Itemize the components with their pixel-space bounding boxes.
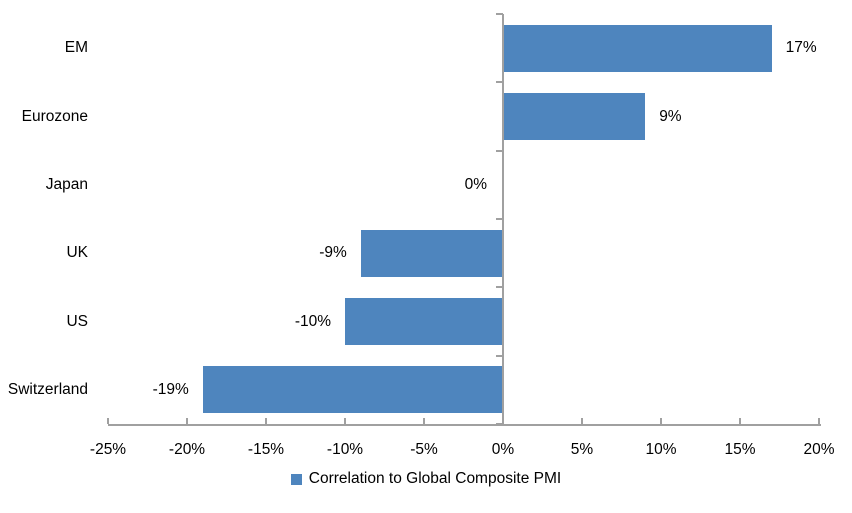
- category-axis-tick: [496, 286, 503, 289]
- value-axis-tick-label: -15%: [247, 441, 285, 458]
- value-axis-tick: [739, 418, 741, 424]
- bar: [503, 93, 646, 140]
- category-axis-tick: [496, 354, 503, 357]
- legend: Correlation to Global Composite PMI: [0, 469, 852, 489]
- bar-data-label: 9%: [659, 107, 682, 125]
- bar-data-label: 17%: [785, 39, 817, 57]
- bar-data-label: -10%: [294, 312, 331, 330]
- legend-label: Correlation to Global Composite PMI: [308, 470, 562, 487]
- category-axis-tick: [496, 149, 503, 152]
- category-label: Switzerland: [7, 380, 88, 398]
- value-axis-tick: [660, 418, 662, 424]
- value-axis-tick-label: 0%: [491, 441, 515, 458]
- value-axis-tick: [818, 418, 820, 424]
- value-axis-tick: [423, 418, 425, 424]
- value-axis-tick-label: 5%: [570, 441, 594, 458]
- category-axis-tick: [496, 81, 503, 84]
- bar: [360, 229, 503, 277]
- bar-data-label: -9%: [319, 244, 347, 262]
- value-axis-tick: [581, 418, 583, 424]
- value-axis-tick-label: -20%: [168, 441, 206, 458]
- value-axis-tick: [344, 418, 346, 424]
- category-label: Eurozone: [21, 107, 88, 125]
- category-axis-line: [502, 14, 504, 424]
- value-axis-tick: [107, 418, 109, 424]
- value-axis-tick-label: -5%: [410, 441, 438, 458]
- value-axis-tick-label: -10%: [326, 441, 364, 458]
- bar: [503, 24, 772, 72]
- bar: [345, 298, 503, 345]
- value-axis-line: [108, 424, 821, 426]
- value-axis-tick-label: 15%: [724, 441, 756, 458]
- legend-marker-icon: [290, 473, 302, 485]
- category-label: UK: [66, 244, 88, 262]
- value-axis-tick-label: 10%: [645, 441, 677, 458]
- category-label: Japan: [45, 175, 88, 193]
- category-label: EM: [64, 39, 88, 57]
- bar: [202, 366, 503, 414]
- value-axis-tick: [265, 418, 267, 424]
- category-label: US: [66, 312, 88, 330]
- value-axis-tick: [186, 418, 188, 424]
- category-axis-tick: [496, 13, 503, 15]
- bar-data-label: 0%: [464, 175, 487, 193]
- value-axis-tick-label: 20%: [803, 441, 835, 458]
- value-axis-tick-label: -25%: [89, 441, 127, 458]
- category-axis-tick: [496, 218, 503, 220]
- bar-data-label: -19%: [152, 380, 189, 398]
